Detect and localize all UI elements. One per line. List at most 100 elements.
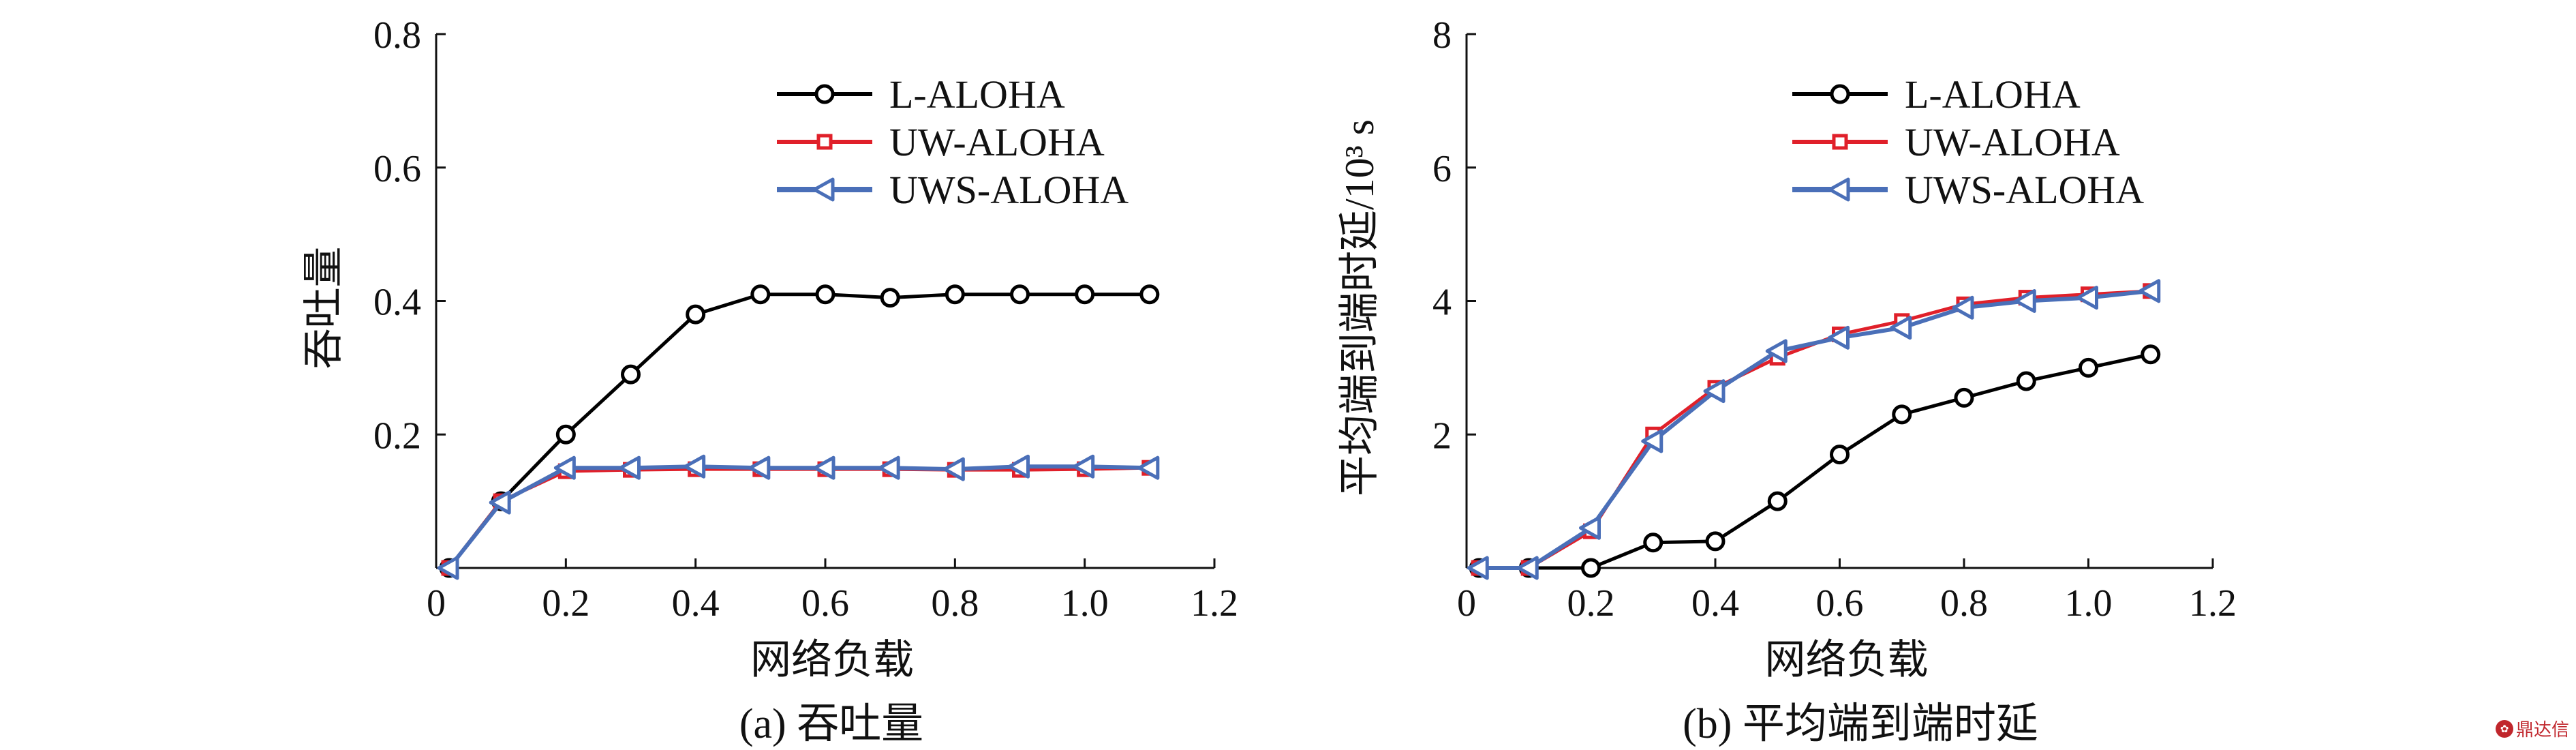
y-tick-label: 0.2 (373, 415, 421, 457)
data-point (1890, 316, 1912, 340)
y-tick-label: 0.8 (373, 14, 421, 57)
data-point (1008, 454, 1030, 479)
data-point (1073, 454, 1095, 479)
x-tick-label: 1.2 (2189, 582, 2237, 625)
series-uw-aloha (1471, 283, 2159, 576)
logo-icon: ✿ (2495, 719, 2513, 738)
x-tick-label: 0 (1457, 582, 1476, 625)
data-point (2141, 344, 2161, 365)
data-point (2079, 357, 2098, 378)
data-point (1467, 556, 1489, 580)
legend-label: UWS-ALOHA (1905, 168, 2144, 212)
legend-label: L-ALOHA (1905, 72, 2081, 117)
x-tick-label: 1.0 (1061, 582, 1109, 625)
caption-b: (b) 平均端到端时延 (1683, 701, 2038, 747)
data-point (489, 490, 511, 515)
y-tick-label: 0.4 (373, 282, 421, 324)
data-point (2016, 371, 2036, 391)
data-point (813, 455, 835, 480)
legend-marker (816, 134, 833, 150)
data-point (1137, 455, 1160, 480)
x-tick-label: 0.2 (542, 582, 589, 625)
x-tick-label: 1.2 (1191, 582, 1238, 625)
data-point (1705, 531, 1726, 552)
data-point (437, 556, 459, 580)
chart-throughput: 0 0.2 0.4 0.6 0.8 1.0 1.2 0.2 0.4 0.6 0.8 网络负载 吞吐量 L-… (301, 14, 1238, 682)
data-point (1703, 379, 1726, 404)
legend-label: UWS-ALOHA (889, 168, 1129, 212)
data-point (748, 455, 771, 480)
y-tick-label: 8 (1432, 14, 1452, 57)
series-line (448, 292, 1150, 569)
x-tick-label: 0.8 (931, 582, 979, 625)
legend-label: L-ALOHA (889, 72, 1065, 117)
data-point (878, 455, 900, 480)
data-point (621, 364, 641, 385)
y-axis-label: 平均端到端时延/10³ s (1337, 119, 1382, 496)
data-point (1830, 445, 1850, 465)
x-tick-label: 0.2 (1567, 582, 1615, 625)
legend-label: UW-ALOHA (889, 120, 1105, 164)
data-point (1828, 325, 1850, 350)
data-point (1952, 295, 1974, 320)
watermark-logo: ✿ 鼎达信 (2495, 716, 2569, 741)
x-axis-label: 网络负载 (750, 638, 914, 682)
data-point (942, 457, 965, 481)
data-point (1641, 429, 1663, 453)
x-tick-label: 0.4 (672, 582, 720, 625)
data-point (2138, 279, 2161, 303)
data-point (1767, 491, 1788, 511)
data-point (1139, 284, 1160, 305)
series-l-aloha (439, 284, 1160, 578)
data-point (1643, 532, 1663, 553)
legend-marker (1832, 134, 1848, 150)
data-point (880, 288, 900, 308)
data-point (1579, 515, 1601, 540)
legend-label: UW-ALOHA (1905, 120, 2120, 164)
x-tick-label: 0 (427, 582, 446, 625)
data-point (945, 284, 965, 305)
legend-marker (1830, 84, 1850, 104)
legend-marker (812, 177, 835, 202)
series-l-aloha (1469, 344, 2161, 578)
series-line (1479, 289, 2151, 570)
watermark-text: 鼎达信 (2515, 720, 2569, 740)
series-line (447, 464, 1150, 569)
data-point (1765, 339, 1788, 363)
data-point (1516, 556, 1539, 580)
x-tick-label: 0.4 (1691, 582, 1739, 625)
caption-a: (a) 吞吐量 (739, 701, 924, 747)
data-point (1010, 284, 1030, 305)
data-point (2076, 286, 2098, 310)
y-tick-label: 4 (1432, 282, 1452, 324)
data-point (1581, 558, 1601, 578)
series-uws-aloha (1467, 279, 2161, 580)
data-point (1075, 284, 1095, 305)
x-axis-label: 网络负载 (1765, 638, 1929, 682)
legend-marker (1828, 177, 1850, 202)
y-axis-label: 吞吐量 (301, 247, 346, 370)
data-point (555, 424, 576, 445)
series-uws-aloha (437, 454, 1160, 580)
data-point (684, 454, 706, 479)
y-tick-label: 0.6 (373, 148, 421, 190)
chart-delay: 0 0.2 0.4 0.6 0.8 1.0 1.2 2 4 6 8 网络负载 平均端到端时延/10³ s… (1337, 14, 2237, 682)
x-tick-label: 1.0 (2065, 582, 2113, 625)
data-point (1954, 387, 1974, 408)
series-line (1479, 288, 2151, 570)
y-tick-label: 2 (1432, 415, 1452, 457)
y-tick-label: 6 (1432, 148, 1452, 190)
data-point (815, 284, 835, 305)
x-tick-label: 0.6 (801, 582, 849, 625)
legend-marker (814, 84, 835, 104)
x-tick-label: 0.8 (1940, 582, 1988, 625)
series-line (1479, 352, 2151, 570)
data-point (553, 455, 576, 480)
x-tick-label: 0.6 (1816, 582, 1864, 625)
data-point (1892, 404, 1912, 425)
data-point (619, 455, 641, 480)
series-line (448, 466, 1150, 569)
